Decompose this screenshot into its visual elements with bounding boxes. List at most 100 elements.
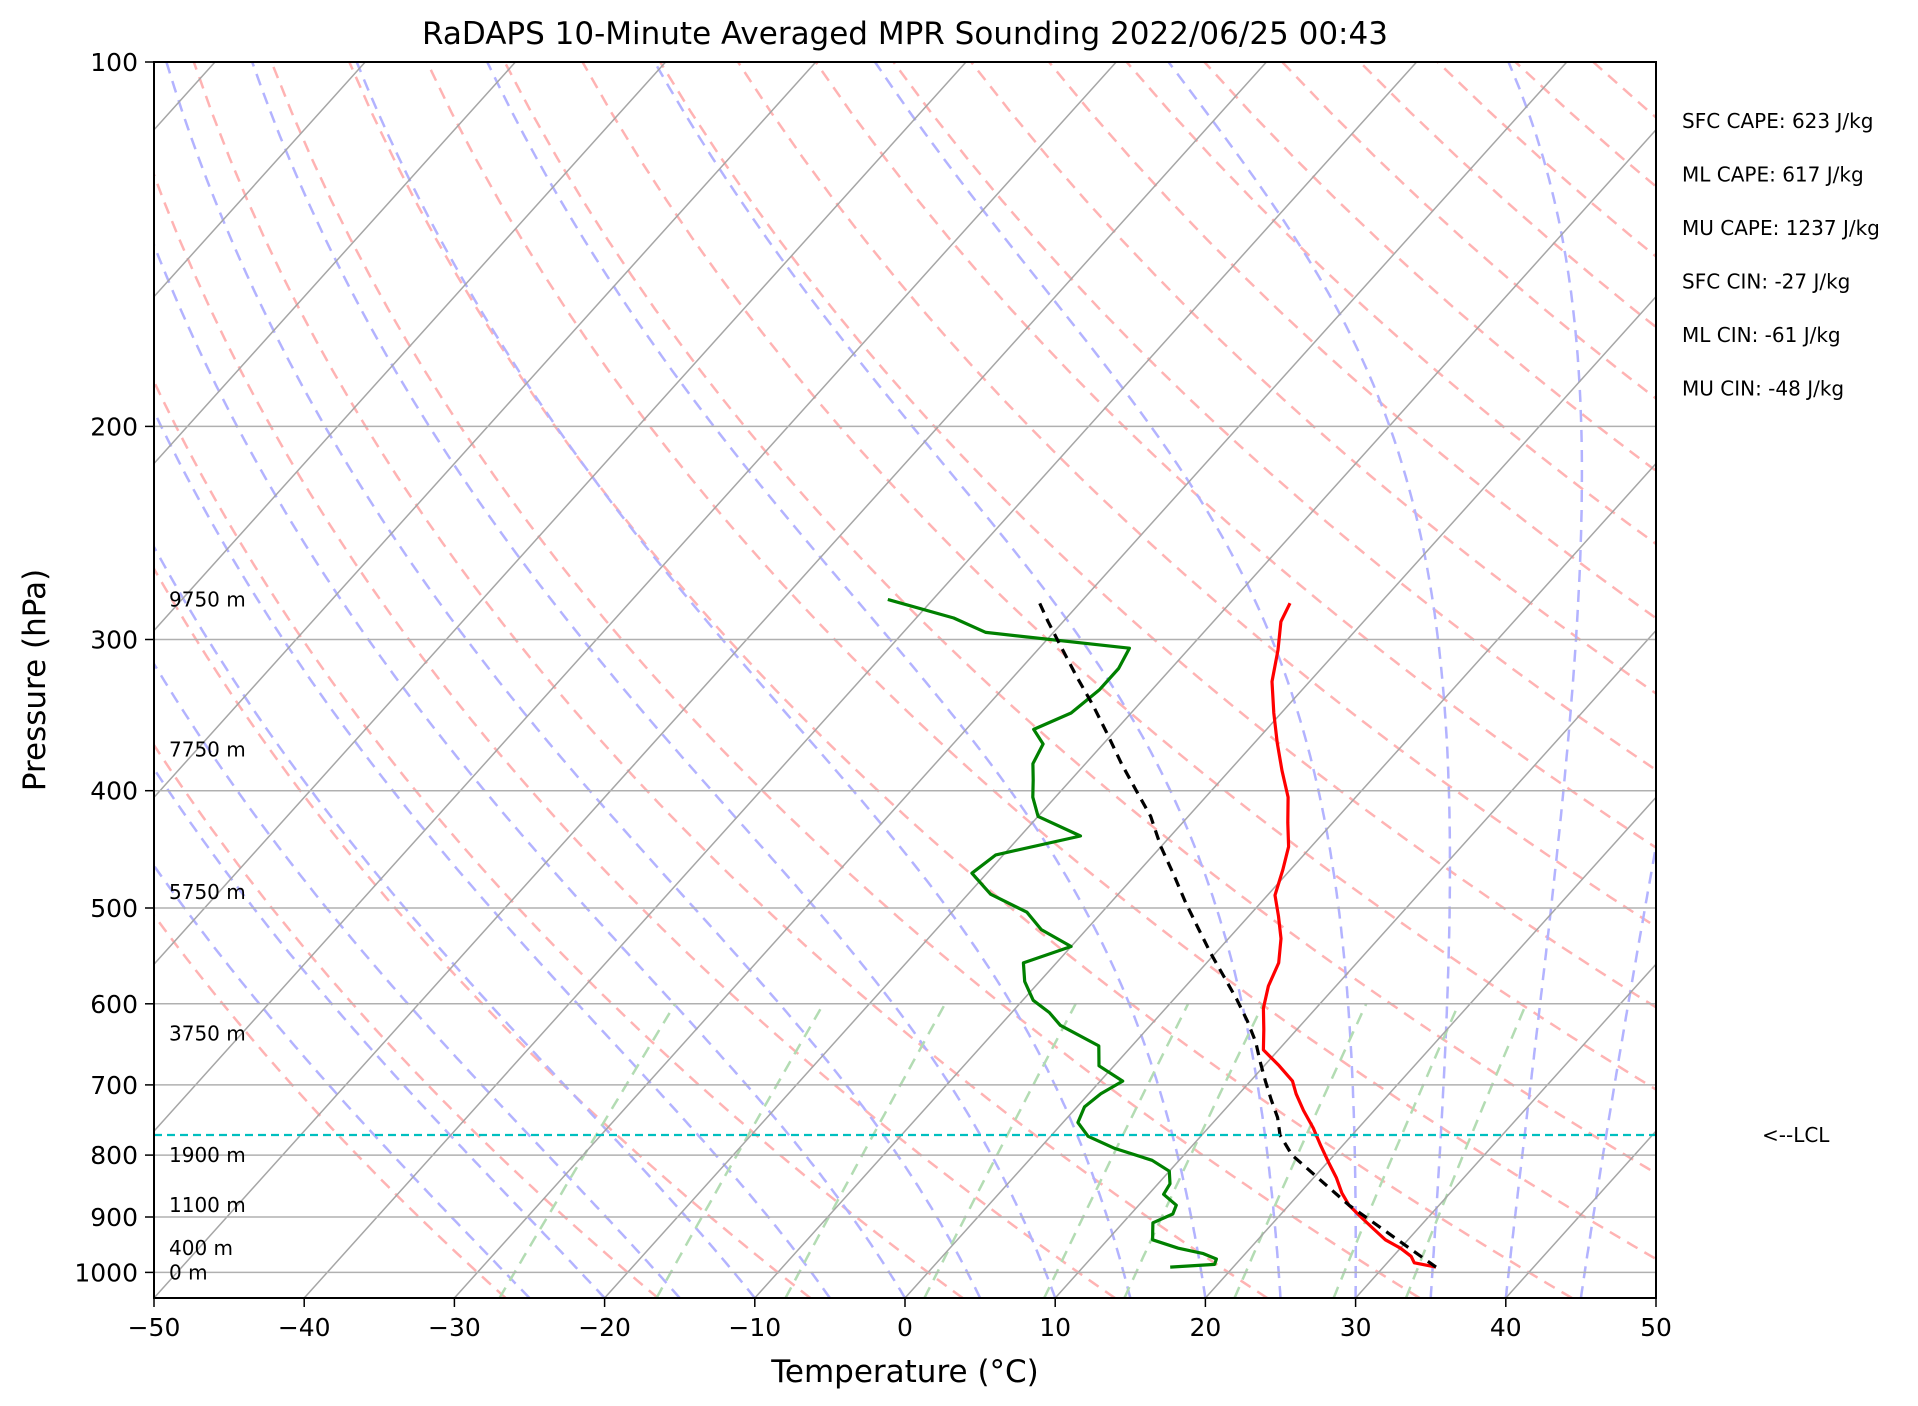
mixing-ratio-line bbox=[784, 1003, 947, 1298]
dry-adiabat bbox=[1671, 62, 1918, 1298]
dry-adiabat bbox=[1826, 62, 1918, 1298]
isotherm bbox=[154, 62, 1267, 1298]
dry-adiabat bbox=[814, 62, 1656, 850]
moist-adiabat bbox=[154, 408, 831, 1298]
isotherm bbox=[1355, 963, 1656, 1298]
mixing-ratio-line bbox=[923, 1003, 1077, 1298]
dry-adiabat bbox=[1749, 62, 1918, 1298]
pressure-gridlines bbox=[154, 62, 1656, 1274]
isotherm bbox=[453, 62, 1568, 1298]
isotherm bbox=[754, 295, 1656, 1298]
chart-title: RaDAPS 10-Minute Averaged MPR Sounding 2… bbox=[422, 16, 1388, 52]
mixing-ratio-line bbox=[1404, 1003, 1528, 1298]
isotherm bbox=[1505, 1129, 1656, 1298]
dewpoint-line bbox=[887, 597, 1219, 1269]
mixing-ratio-line bbox=[498, 1003, 677, 1298]
stat-line: ML CIN: -61 J/kg bbox=[1682, 323, 1841, 347]
height-label: 1900 m bbox=[169, 1143, 246, 1167]
height-label: 9750 m bbox=[169, 588, 246, 612]
moist-adiabat bbox=[154, 661, 681, 1298]
x-tick-label: −40 bbox=[278, 1313, 331, 1342]
dry-adiabat bbox=[270, 62, 1421, 1298]
x-tick-label: −10 bbox=[728, 1313, 781, 1342]
dry-adiabat bbox=[154, 378, 964, 1298]
dry-adiabat bbox=[659, 62, 1656, 1009]
dry-adiabat bbox=[1514, 62, 1656, 189]
moist-adiabat bbox=[154, 241, 907, 1298]
dry-adiabat bbox=[348, 62, 1573, 1298]
isotherm bbox=[154, 62, 667, 632]
moist-adiabat bbox=[165, 62, 982, 1298]
dry-adiabat bbox=[1359, 62, 1656, 329]
stats-panel: SFC CAPE: 623 J/kg ML CAPE: 617 J/kg MU CA… bbox=[1682, 109, 1880, 401]
dry-adiabat bbox=[581, 62, 1656, 1091]
y-tick-label: 300 bbox=[90, 626, 138, 655]
stat-line: MU CAPE: 1237 J/kg bbox=[1682, 216, 1880, 240]
moist-adiabat bbox=[1167, 62, 1452, 1298]
stat-line: ML CAPE: 617 J/kg bbox=[1682, 163, 1864, 187]
y-tick-label: 600 bbox=[90, 990, 138, 1019]
plot-frame bbox=[153, 61, 1657, 1299]
y-tick-label: 100 bbox=[90, 48, 138, 77]
y-axis-label: Pressure (hPa) bbox=[17, 569, 53, 791]
dry-adiabat bbox=[154, 566, 812, 1298]
isotherm bbox=[303, 62, 1418, 1298]
x-tick-label: 0 bbox=[897, 1313, 913, 1342]
dry-adiabat bbox=[970, 62, 1656, 695]
x-tick-label: 50 bbox=[1640, 1313, 1672, 1342]
lcl-label: <--LCL bbox=[1762, 1123, 1830, 1147]
isotherm bbox=[154, 62, 967, 966]
dry-adiabat bbox=[192, 62, 1268, 1298]
dry-adiabat bbox=[1592, 62, 1656, 120]
height-label: 400 m bbox=[169, 1236, 233, 1260]
moist-adiabat bbox=[1504, 62, 1584, 1298]
isotherm bbox=[1204, 796, 1656, 1298]
x-axis: −50 −40 −30 −20 −10 0 10 20 30 40 50 bbox=[128, 1298, 1672, 1342]
y-tick-label: 700 bbox=[90, 1071, 138, 1100]
dry-adiabat bbox=[736, 62, 1656, 929]
moist-adiabat bbox=[355, 62, 1132, 1298]
y-axis: 100 200 300 400 500 600 700 800 900 1000 bbox=[74, 48, 154, 1287]
isotherm bbox=[1054, 629, 1656, 1298]
dry-adiabat bbox=[1904, 62, 1918, 1298]
x-tick-label: 30 bbox=[1340, 1313, 1372, 1342]
height-label: 0 m bbox=[169, 1260, 208, 1284]
y-tick-label: 900 bbox=[90, 1203, 138, 1232]
y-tick-label: 800 bbox=[90, 1141, 138, 1170]
y-tick-label: 400 bbox=[90, 777, 138, 806]
y-tick-label: 1000 bbox=[74, 1258, 138, 1287]
height-labels: 9750 m 7750 m 5750 m 3750 m 1900 m 1100 m 400 … bbox=[169, 588, 246, 1285]
isotherm bbox=[154, 62, 1117, 1133]
dry-adiabat bbox=[1436, 62, 1656, 259]
moist-adiabat bbox=[653, 62, 1282, 1298]
stat-line: SFC CAPE: 623 J/kg bbox=[1682, 109, 1873, 133]
y-tick-label: 500 bbox=[90, 894, 138, 923]
mixing-ratio-line bbox=[1043, 1003, 1190, 1298]
mixing-ratio-line bbox=[1123, 1003, 1265, 1298]
background-lines bbox=[154, 62, 1918, 1298]
isotherm bbox=[154, 62, 516, 465]
dry-adiabat bbox=[154, 171, 1116, 1298]
stat-line: SFC CIN: -27 J/kg bbox=[1682, 270, 1850, 294]
isotherm bbox=[154, 62, 817, 799]
x-tick-label: −30 bbox=[428, 1313, 481, 1342]
parcel-line bbox=[1036, 598, 1437, 1269]
stat-line: MU CIN: -48 J/kg bbox=[1682, 377, 1844, 401]
x-tick-label: 10 bbox=[1039, 1313, 1071, 1342]
moist-adiabat bbox=[154, 863, 531, 1298]
mixing-ratio-line bbox=[1233, 1003, 1368, 1298]
temperature-line bbox=[1261, 602, 1437, 1269]
dry-adiabat bbox=[892, 62, 1656, 772]
dry-adiabat bbox=[1048, 62, 1656, 620]
isotherm bbox=[154, 62, 366, 298]
moist-adiabat bbox=[251, 62, 1057, 1298]
isotherm bbox=[1655, 1296, 1656, 1298]
moist-adiabat bbox=[1579, 838, 1656, 1298]
height-label: 3750 m bbox=[169, 1022, 246, 1046]
moist-adiabat bbox=[486, 62, 1207, 1298]
x-tick-label: 20 bbox=[1189, 1313, 1221, 1342]
x-tick-label: 40 bbox=[1490, 1313, 1522, 1342]
isotherm bbox=[904, 462, 1656, 1298]
moist-adiabat bbox=[154, 766, 606, 1298]
